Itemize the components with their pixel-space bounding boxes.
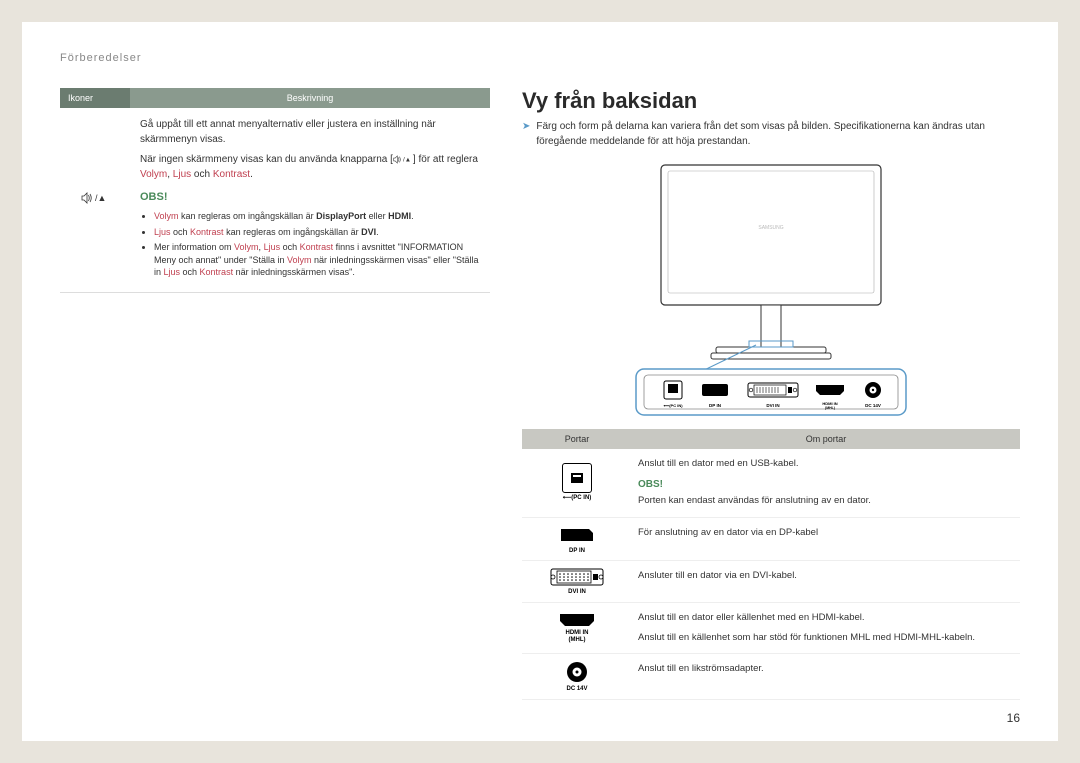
svg-text:(MHL): (MHL) [825,406,835,410]
desc-paragraph-2: När ingen skärmmeny visas kan du använda… [140,153,480,182]
port-row-dp: DP IN För anslutning av en dator via en … [522,518,1020,562]
ports-table: Portar Om portar ⟵(PC IN) Anslut till en… [522,429,1020,700]
left-table-row: /▲ Gå uppåt till ett annat menyalternati… [60,108,490,293]
port-row-pcin: ⟵(PC IN) Anslut till en dator med en USB… [522,449,1020,518]
svg-text:DP IN: DP IN [709,403,721,408]
svg-text:/▲: /▲ [403,157,411,164]
page: Förberedelser Ikoner Beskrivning /▲ [22,22,1058,741]
rear-view-title: Vy från baksidan [522,88,1020,114]
port-desc-hdmi: Anslut till en dator eller källenhet med… [632,603,1020,654]
th-beskrivning: Beskrivning [130,88,490,108]
port-icon-dp: DP IN [522,518,632,561]
th-ikoner: Ikoner [60,88,130,108]
notes-list: Volym kan regleras om ingångskällan är D… [140,210,480,279]
ports-table-header: Portar Om portar [522,429,1020,449]
obs-label: OBS! [638,477,1014,492]
svg-text:DVI IN: DVI IN [766,403,779,408]
right-column: Vy från baksidan ➤ Färg och form på dela… [522,88,1020,700]
note-3: Mer information om Volym, Ljus och Kontr… [154,241,480,279]
page-number: 16 [1007,711,1020,725]
port-row-hdmi: HDMI IN (MHL) Anslut till en dator eller… [522,603,1020,655]
port-icon-hdmi: HDMI IN (MHL) [522,603,632,654]
svg-text:/▲: /▲ [95,193,106,203]
two-column-layout: Ikoner Beskrivning /▲ Gå uppåt til [60,88,1020,700]
port-desc-pcin: Anslut till en dator med en USB-kabel. O… [632,449,1020,517]
port-icon-dvi: DVI IN [522,561,632,602]
port-icon-dc: DC 14V [522,654,632,699]
svg-text:DC 14V: DC 14V [865,403,881,408]
port-row-dc: DC 14V Anslut till en likströmsadapter. [522,654,1020,700]
monitor-rear-figure: SAMSUNG ⟵(PC IN) [522,159,1020,419]
port-desc-dp: För anslutning av en dator via en DP-kab… [632,518,1020,561]
volume-up-glyph-inline: /▲ [393,154,413,165]
obs-label: OBS! [140,190,480,206]
svg-text:SAMSUNG: SAMSUNG [758,225,783,231]
port-row-dvi: DVI IN Ansluter till en dator via en DVI… [522,561,1020,603]
port-desc-dvi: Ansluter till en dator via en DVI-kabel. [632,561,1020,602]
breadcrumb: Förberedelser [60,52,1020,64]
svg-text:⟵(PC IN): ⟵(PC IN) [663,403,683,408]
left-table-header: Ikoner Beskrivning [60,88,490,108]
th-portar: Portar [522,429,632,449]
button-icon-cell: /▲ [60,108,130,292]
port-desc-dc: Anslut till en likströmsadapter. [632,654,1020,699]
desc-paragraph-1: Gå uppåt till ett annat menyalternativ e… [140,118,480,147]
rear-view-intro: ➤ Färg och form på delarna kan variera f… [522,120,1020,149]
volume-up-icon: /▲ [81,192,109,207]
description-cell: Gå uppåt till ett annat menyalternativ e… [130,108,490,292]
arrow-bullet-icon: ➤ [522,120,530,149]
note-1: Volym kan regleras om ingångskällan är D… [154,210,480,223]
note-2: Ljus och Kontrast kan regleras om ingång… [154,226,480,239]
left-column: Ikoner Beskrivning /▲ Gå uppåt til [60,88,490,700]
port-icon-pcin: ⟵(PC IN) [522,449,632,517]
th-om-portar: Om portar [632,429,1020,449]
